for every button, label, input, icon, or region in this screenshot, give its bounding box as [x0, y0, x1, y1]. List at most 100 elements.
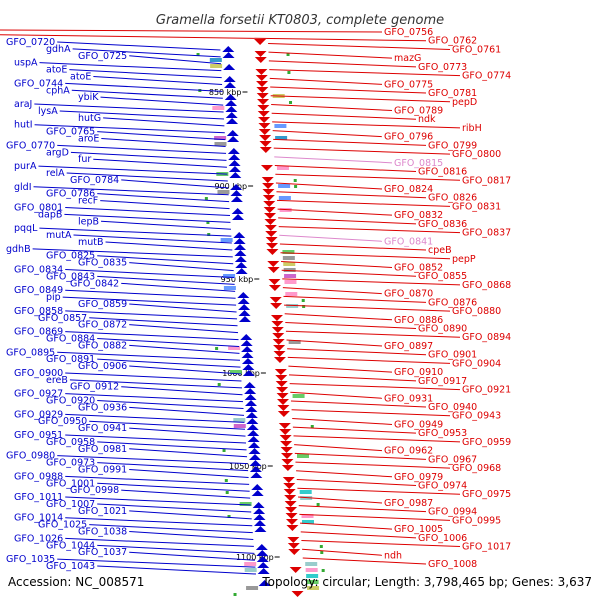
left-gene-label: gdhA — [46, 44, 71, 55]
left-leader-line — [66, 172, 228, 182]
right-leader-line — [276, 191, 427, 199]
right-gene-labels: GFO_0756GFO_0762GFO_0761mazGGFO_0773GFO_… — [0, 27, 511, 570]
reverse-gene-arrow — [243, 382, 256, 388]
right-gene-label: GFO_0826 — [428, 193, 477, 204]
right-leader-line — [301, 540, 461, 548]
reverse-gene-arrow — [223, 76, 236, 82]
scale-tick-label: 1050 kbp — [229, 462, 267, 471]
reverse-gene-arrow — [235, 268, 248, 274]
left-leader-line — [121, 179, 229, 189]
right-feature-block — [285, 292, 298, 296]
reverse-gene-arrow — [235, 262, 248, 268]
forward-gene-arrow — [273, 345, 286, 351]
right-gene-label: GFO_0817 — [462, 175, 511, 186]
forward-gene-arrow — [287, 543, 300, 549]
gene-marker — [225, 491, 229, 494]
left-gene-label: uspA — [14, 58, 38, 69]
left-leader-line — [57, 41, 221, 51]
reverse-gene-arrow — [249, 460, 262, 466]
forward-gene-arrow — [277, 411, 290, 417]
reverse-gene-arrow — [237, 292, 250, 298]
right-feature-block — [286, 304, 299, 308]
right-gene-label: GFO_0959 — [462, 437, 511, 448]
right-feature-block — [283, 262, 296, 266]
right-gene-label: GFO_0789 — [394, 105, 443, 116]
right-gene-label: GFO_0979 — [394, 472, 443, 483]
left-leader-line — [129, 510, 252, 520]
reverse-gene-arrow — [225, 106, 238, 112]
forward-gene-arrow — [281, 465, 294, 471]
right-leader-line — [298, 496, 383, 504]
forward-gene-arrow — [287, 537, 300, 543]
right-gene-label: GFO_0994 — [428, 507, 477, 518]
left-feature-block — [223, 286, 236, 290]
reverse-gene-arrow — [245, 412, 258, 418]
left-gene-label: GFO_0834 — [14, 265, 63, 276]
forward-gene-arrow — [270, 303, 283, 309]
right-gene-label: GFO_0796 — [384, 132, 433, 143]
left-gene-label: purA — [14, 161, 37, 172]
right-feature-block — [301, 514, 314, 518]
left-gene-label: lysA — [38, 106, 58, 117]
right-leader-line — [299, 513, 451, 521]
right-leader-line — [296, 479, 417, 487]
right-gene-label: ndk — [418, 114, 436, 125]
right-leader-line — [292, 417, 393, 425]
right-leader-line — [273, 147, 451, 155]
reverse-gene-arrow — [248, 448, 261, 454]
left-leader-line — [39, 62, 222, 72]
right-gene-label: GFO_1006 — [418, 533, 467, 544]
right-gene-label: GFO_0886 — [394, 315, 443, 326]
right-gene-label: GFO_0910 — [394, 367, 443, 378]
left-leader-line — [129, 324, 239, 334]
right-leader-line — [278, 217, 417, 225]
left-leader-line — [89, 317, 238, 327]
left-leader-line — [70, 151, 227, 161]
left-leader-line — [65, 393, 244, 403]
left-gene-label: GFO_0784 — [70, 175, 119, 186]
left-gene-label: GFO_0835 — [78, 258, 127, 269]
left-leader-line — [69, 69, 222, 79]
reverse-gene-arrow — [230, 190, 243, 196]
left-leader-line — [34, 103, 224, 113]
right-gene-label: GFO_0921 — [462, 385, 511, 396]
right-gene-label: GFO_0775 — [384, 79, 433, 90]
right-gene-label: GFO_0962 — [384, 446, 433, 457]
forward-gene-arrow — [264, 225, 277, 231]
left-leader-line — [103, 117, 225, 127]
forward-gene-arrow — [266, 243, 279, 249]
left-leader-line — [97, 482, 250, 492]
accession-text: Accession: NC_008571 — [8, 575, 144, 589]
gene-marker — [319, 545, 323, 548]
forward-gene-arrow — [284, 501, 297, 507]
left-leader-line — [105, 241, 233, 251]
left-gene-label: ybiK — [78, 92, 99, 103]
left-gene-label: GFO_0927 — [14, 389, 63, 400]
right-leader-line — [290, 400, 427, 408]
right-leader-line — [277, 199, 451, 207]
left-leader-line — [93, 158, 227, 168]
left-feature-block — [214, 142, 227, 146]
right-leader-line — [275, 173, 461, 181]
right-leader-line — [275, 182, 383, 190]
forward-gene-arrow — [274, 369, 287, 375]
left-gene-label: GFO_0872 — [78, 320, 127, 331]
right-gene-label: GFO_0880 — [452, 306, 501, 317]
forward-gene-arrow — [267, 267, 280, 273]
right-gene-label: GFO_0953 — [418, 428, 467, 439]
forward-gene-arrow — [258, 129, 271, 135]
gene-marker — [222, 449, 226, 452]
right-leader-line — [268, 51, 393, 59]
left-leader-line — [97, 441, 247, 451]
left-feature-block — [229, 370, 242, 374]
left-gene-label: GFO_0891 — [46, 354, 95, 365]
gene-marker — [293, 179, 297, 182]
left-gene-label: GFO_0857 — [38, 313, 87, 324]
left-feature-block — [233, 424, 246, 428]
left-gene-label: GFO_0920 — [46, 396, 95, 407]
left-leader-line — [129, 551, 255, 561]
reverse-gene-arrow — [238, 316, 251, 322]
left-gene-label: GFO_0765 — [46, 127, 95, 138]
left-feature-block — [223, 274, 236, 278]
right-leader-line — [284, 304, 451, 312]
